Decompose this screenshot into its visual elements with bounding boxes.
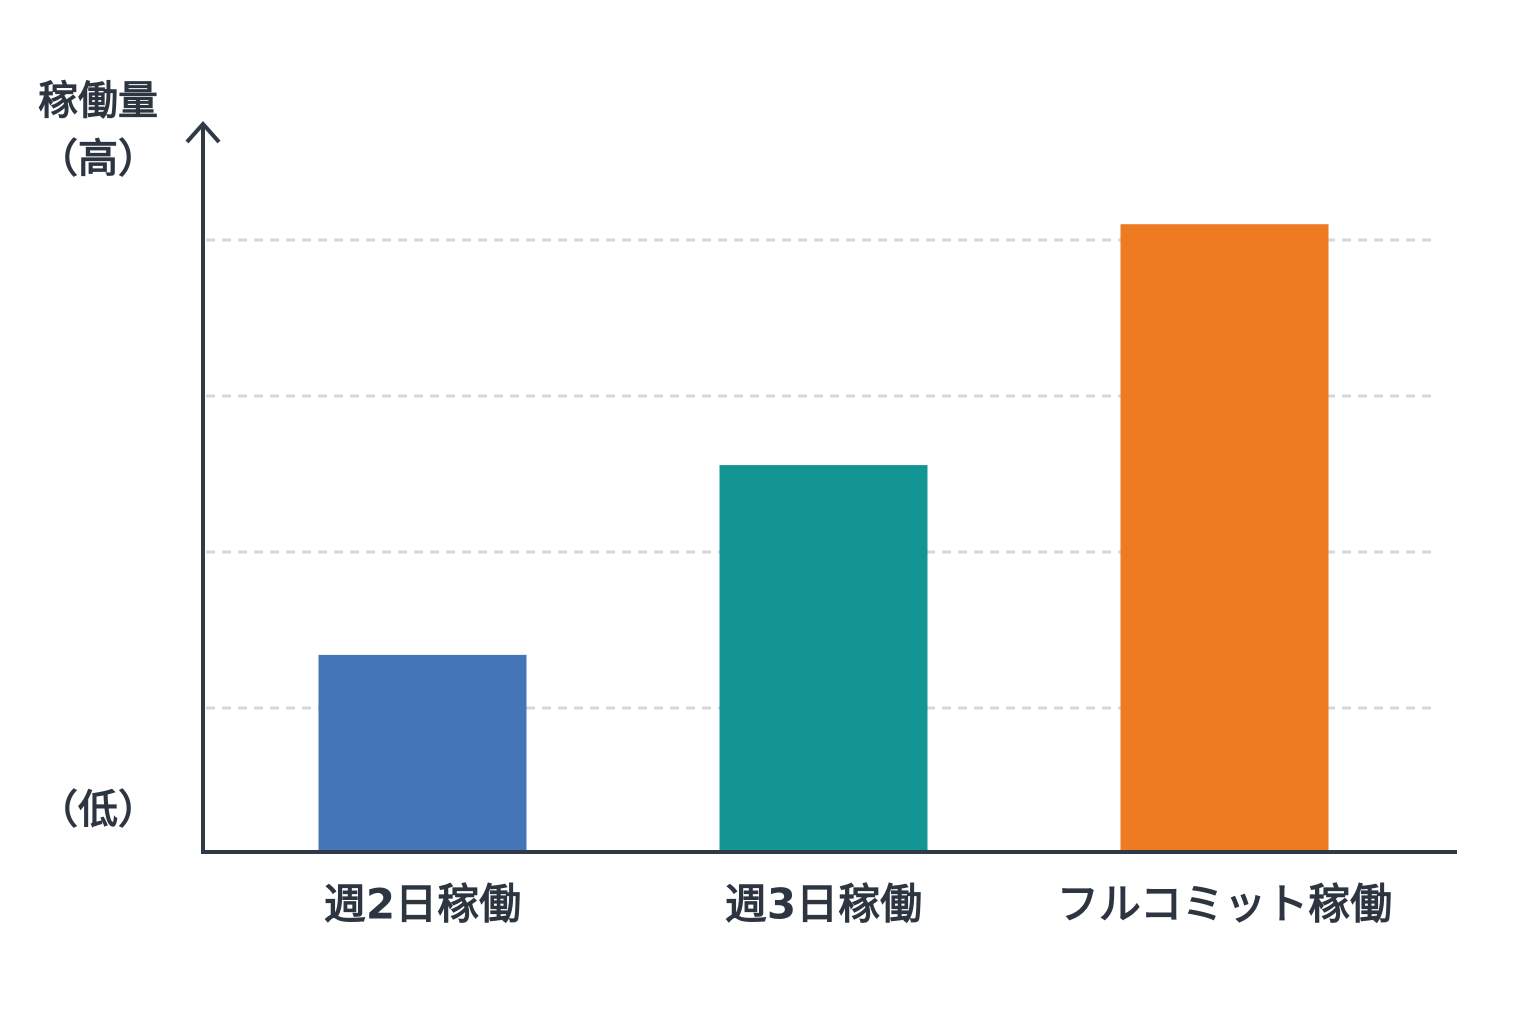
x-tick-label: フルコミット稼働 <box>1057 880 1392 929</box>
y-low-label: （低） <box>38 787 158 833</box>
bars <box>318 224 1329 852</box>
bar <box>719 465 928 852</box>
x-tick-label: 週3日稼働 <box>725 880 922 929</box>
x-tick-label: 週2日稼働 <box>324 880 521 929</box>
bar <box>318 654 527 852</box>
y-axis-label: 稼働量 <box>38 78 158 124</box>
y-high-label: （高） <box>38 136 158 182</box>
bar <box>1120 224 1329 852</box>
y-axis <box>185 120 221 852</box>
